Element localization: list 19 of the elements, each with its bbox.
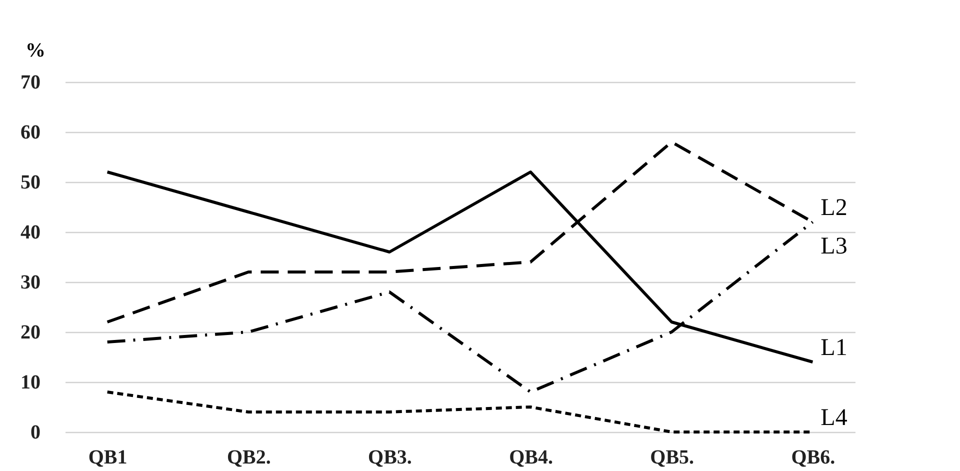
x-tick-label: QB3. (368, 446, 412, 468)
y-tick-label: 30 (20, 272, 40, 294)
y-tick-label: 70 (20, 72, 40, 94)
series-label: L1 (820, 335, 848, 361)
y-tick-label: 50 (20, 172, 40, 194)
x-tick-label: QB6. (791, 446, 836, 468)
x-tick-label: QB1 (88, 446, 128, 468)
x-tick-label: QB5. (650, 446, 694, 468)
y-tick-label: 10 (20, 372, 40, 394)
x-tick-label: QB2. (226, 446, 271, 468)
series-label: L4 (820, 405, 848, 431)
y-tick-label: 60 (20, 122, 40, 144)
series-label: L2 (820, 195, 848, 221)
x-tick-label: QB4. (509, 446, 553, 468)
y-axis-title: % (26, 40, 46, 62)
y-tick-label: 20 (20, 322, 40, 344)
series-label: L3 (820, 234, 848, 260)
y-tick-label: 40 (20, 222, 40, 244)
y-tick-label: 0 (30, 422, 40, 444)
